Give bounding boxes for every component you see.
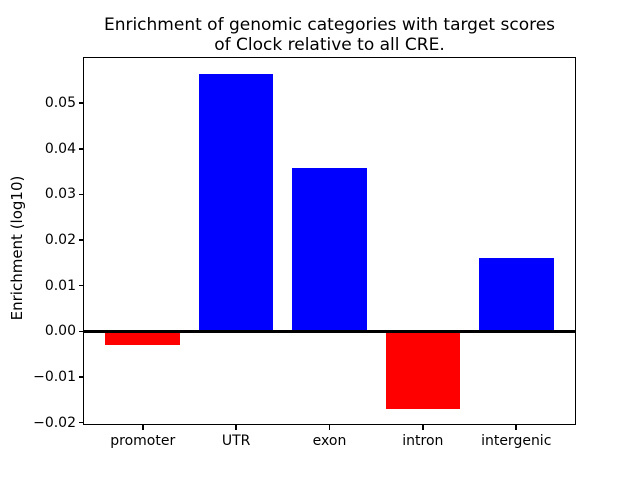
x-tick-label-UTR: UTR bbox=[221, 433, 251, 449]
y-tick-label: 0.05 bbox=[44, 95, 76, 112]
y-tick-mark bbox=[78, 239, 83, 241]
y-tick-mark bbox=[78, 330, 83, 333]
x-tick-mark bbox=[422, 425, 424, 430]
chart-title: Enrichment of genomic categories with ta… bbox=[83, 15, 576, 55]
y-tick-mark bbox=[78, 193, 83, 196]
chart-title-line1: Enrichment of genomic categories with ta… bbox=[103, 15, 556, 35]
zero-line bbox=[83, 329, 576, 333]
y-tick-mark bbox=[78, 284, 83, 287]
bar-intron bbox=[385, 331, 461, 409]
y-tick-label: 0.02 bbox=[44, 232, 76, 249]
y-tick-label: 0.00 bbox=[44, 323, 76, 340]
x-tick-label-intron: intron bbox=[402, 433, 444, 449]
bar-intergenic bbox=[478, 258, 554, 332]
x-tick-mark bbox=[235, 425, 237, 430]
bar-UTR bbox=[198, 73, 274, 332]
y-tick-label: 0.03 bbox=[44, 186, 76, 203]
x-tick-mark bbox=[328, 425, 331, 430]
y-tick-label: −0.01 bbox=[33, 369, 76, 386]
y-tick-label: 0.04 bbox=[44, 140, 76, 157]
y-tick-mark bbox=[78, 148, 83, 150]
plot-area bbox=[83, 57, 576, 425]
y-tick-label: 0.01 bbox=[44, 277, 76, 294]
y-tick-label: −0.02 bbox=[33, 414, 76, 431]
bar-exon bbox=[292, 167, 367, 332]
x-tick-label-exon: exon bbox=[312, 433, 347, 449]
x-tick-mark bbox=[142, 425, 144, 430]
x-tick-label-promoter: promoter bbox=[110, 433, 176, 449]
y-tick-mark bbox=[78, 376, 83, 378]
y-tick-mark bbox=[78, 102, 83, 104]
chart-title-line2: of Clock relative to all CRE. bbox=[214, 35, 445, 55]
y-tick-mark bbox=[78, 421, 83, 424]
bar-promoter bbox=[105, 331, 181, 346]
x-tick-label-intergenic: intergenic bbox=[481, 433, 552, 449]
x-tick-mark bbox=[515, 425, 517, 430]
